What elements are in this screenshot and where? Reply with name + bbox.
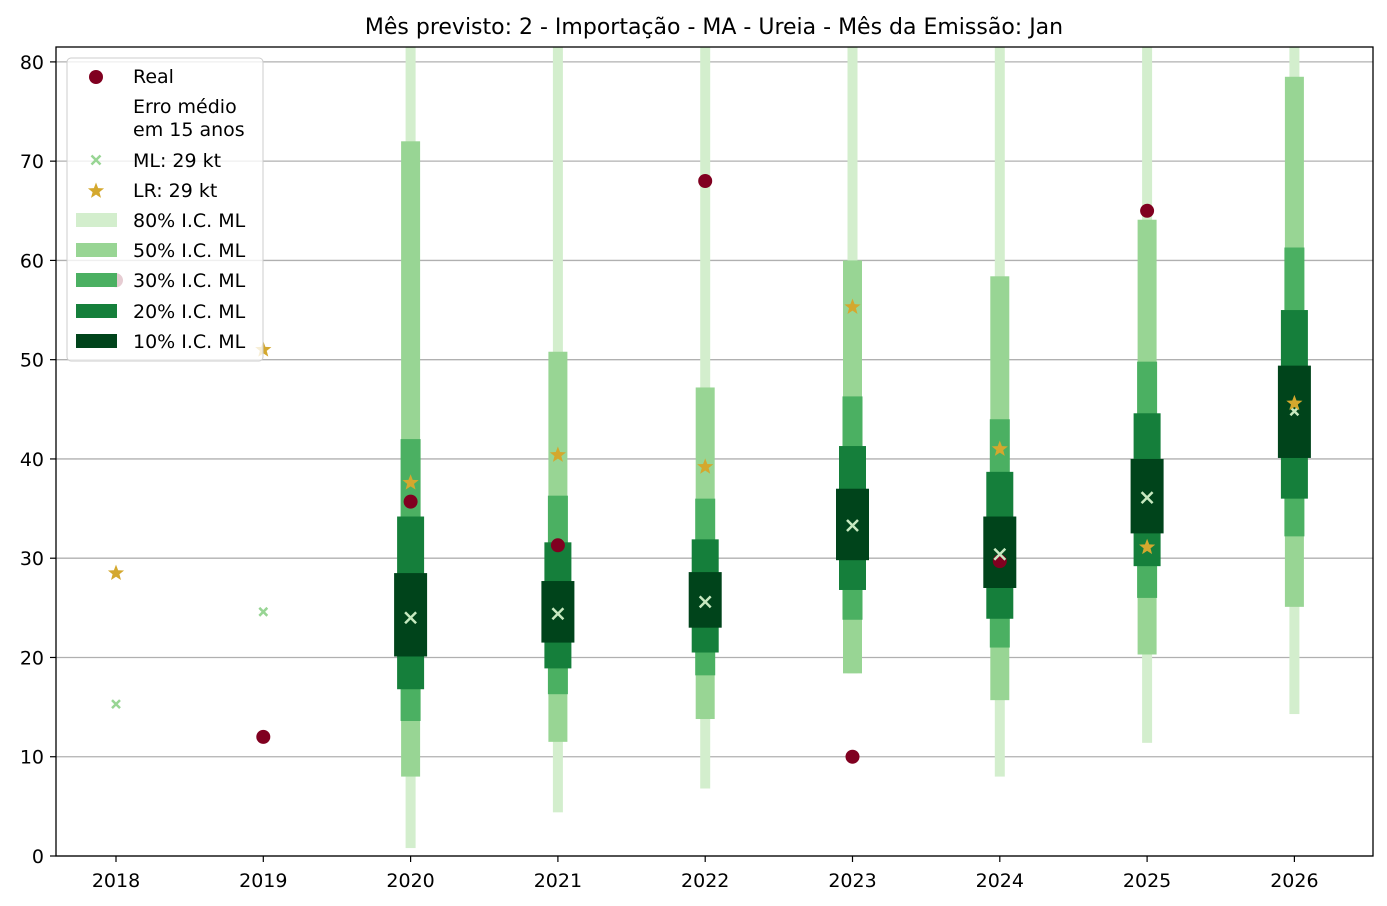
- x-tick-label: 2023: [828, 870, 876, 892]
- x-tick-label: 2020: [386, 870, 434, 892]
- real-point-2022: [698, 174, 713, 189]
- legend-error-title-line2: em 15 anos: [133, 119, 245, 141]
- interval-bar-10pct-2024: [983, 516, 1017, 588]
- ml-point-2020: [404, 611, 417, 625]
- real-point-2024: [992, 554, 1007, 569]
- y-tick-label: 80: [20, 52, 44, 74]
- axes: 0 10 20 30 40 50 60 70 80 2018 2019 2020 2021 2022 202…: [20, 52, 1319, 892]
- ml-point-2025: [1140, 491, 1154, 505]
- legend-ic50-swatch: [76, 243, 117, 257]
- y-tick-label: 30: [20, 548, 44, 570]
- legend-ml-marker: [90, 154, 102, 166]
- legend-ic50-label: 50% I.C. ML: [133, 240, 246, 262]
- y-tick-label: 20: [20, 647, 44, 669]
- ml-point-2021: [551, 607, 565, 621]
- real-point-2019: [256, 729, 271, 744]
- legend-ic20-label: 20% I.C. ML: [133, 301, 246, 323]
- y-tick-label: 70: [20, 151, 44, 173]
- confidence-interval-bars: [394, 47, 1311, 849]
- lr-point-2022: [697, 458, 714, 474]
- x-tick-label: 2021: [534, 870, 582, 892]
- real-point-2025: [1140, 203, 1155, 218]
- lr-point-2023: [844, 298, 861, 314]
- real-point-2020: [403, 494, 418, 509]
- legend-real-marker: [89, 70, 103, 84]
- legend-ml-label: ML: 29 kt: [133, 150, 221, 172]
- legend-lr-marker: [87, 182, 105, 198]
- x-tick-label: 2022: [681, 870, 729, 892]
- y-tick-label: 60: [20, 250, 44, 272]
- legend-error-title-line1: Erro médio: [133, 96, 237, 118]
- interval-bar-10pct-2022: [688, 572, 722, 628]
- legend-ic80-label: 80% I.C. ML: [133, 210, 246, 232]
- legend-ic80-swatch: [76, 213, 117, 227]
- x-tick-label: 2024: [976, 870, 1024, 892]
- lr-point-2018: [107, 564, 125, 580]
- interval-bar-10pct-2021: [541, 581, 575, 643]
- legend-ic30-label: 30% I.C. ML: [133, 270, 246, 292]
- lr-point-2025: [1139, 538, 1156, 555]
- x-tick-label: 2018: [92, 870, 140, 892]
- lr-point-2026: [1286, 394, 1303, 411]
- legend-ic30-swatch: [76, 273, 117, 287]
- chart-title: Mês previsto: 2 - Importação - MA - Urei…: [365, 15, 1063, 40]
- y-tick-label: 0: [32, 846, 44, 868]
- legend: Real Erro médio em 15 anos ML: 29 kt LR:…: [66, 57, 264, 362]
- real-point-2023: [845, 749, 860, 764]
- x-tick-label: 2025: [1123, 870, 1171, 892]
- legend-ic20-swatch: [76, 304, 117, 318]
- legend-ic10-swatch: [76, 334, 117, 348]
- data-point-markers: [107, 174, 1303, 764]
- x-tick-label: 2026: [1270, 870, 1318, 892]
- y-tick-label: 10: [20, 747, 44, 769]
- plot-frame: [55, 46, 1374, 857]
- interval-bar-10pct-2020: [394, 573, 428, 657]
- y-tick-label: 50: [20, 350, 44, 372]
- y-tick-label: 40: [20, 449, 44, 471]
- lr-point-2024: [991, 440, 1008, 456]
- ml-point-2023: [846, 519, 859, 532]
- legend-lr-label: LR: 29 kt: [133, 180, 217, 202]
- ml-point-2024: [993, 547, 1007, 561]
- real-point-2021: [550, 538, 565, 553]
- legend-ic10-label: 10% I.C. ML: [133, 331, 246, 353]
- x-tick-label: 2019: [239, 870, 287, 892]
- ml-point-2019: [258, 606, 269, 617]
- legend-real-label: Real: [133, 66, 174, 88]
- ml-point-2022: [698, 595, 712, 609]
- ml-point-2018: [111, 699, 121, 710]
- lr-point-2021: [549, 446, 566, 462]
- lr-point-2020: [402, 474, 419, 490]
